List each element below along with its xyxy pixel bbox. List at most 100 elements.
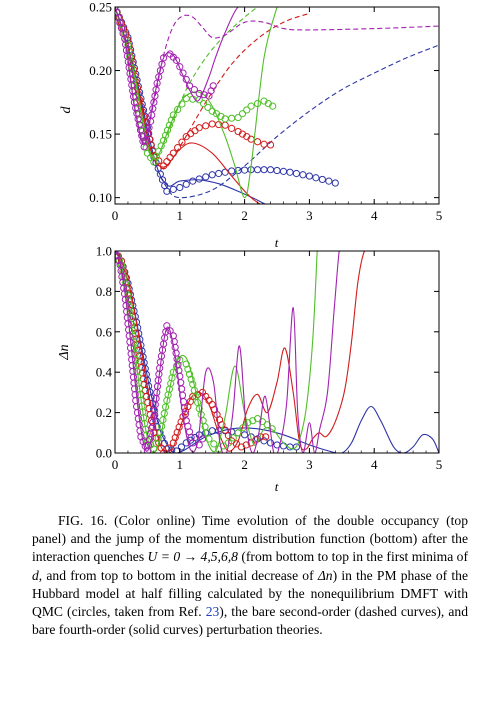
- bottom-qmc-point-6-0-1: [115, 252, 121, 260]
- top-qmc-point-3-6-2: [191, 127, 199, 135]
- caption-suffix: ), the bare second-order (dashed curves)…: [32, 604, 469, 638]
- top-qmc-point-3-9-0: [221, 121, 229, 129]
- bottom-x-tick-label-4: 4: [371, 457, 378, 472]
- top-qmc-point-0-7-1: [215, 169, 223, 178]
- top-dashed-curve-10: [115, 7, 439, 142]
- top-qmc-point-0-12-1: [312, 174, 320, 182]
- top-x-tick-label-1: 1: [177, 208, 184, 223]
- top-qmc-point-3-5-0: [169, 149, 177, 157]
- top-qmc-point-0-7-0: [208, 171, 216, 179]
- figure-16: 0 1 2 3 4 5 0.10 0.15 0.20 0.25 0 1 2 3 4 5 0.0 0.2 0.4 0.…: [57, 0, 443, 494]
- bottom-qmc-point-0-16-1: [292, 443, 301, 451]
- caption-math: U = 0 → 4,5,6,8: [147, 549, 238, 565]
- bottom-qmc-point-6-3-3: [128, 361, 136, 370]
- bottom-solid-curve-5: [115, 251, 318, 453]
- bottom-x-tick-label-2: 2: [241, 457, 248, 472]
- caption-mid2: , and from top to bottom in the initial …: [38, 567, 318, 583]
- bottom-qmc-point-4-11-1: [184, 365, 192, 373]
- top-qmc-point-0-11-1: [292, 169, 301, 178]
- top-y-tick-label-3: 0.25: [89, 0, 112, 15]
- bottom-qmc-point-6-9-1: [166, 327, 174, 335]
- top-y-axis-label: d: [59, 106, 74, 114]
- bottom-y-tick-label-0: 0.0: [96, 446, 112, 461]
- bottom-qmc-point-4-11-0: [182, 360, 190, 368]
- top-qmc-point-0-9-2: [260, 166, 268, 174]
- caption-reference-link[interactable]: 23: [205, 604, 220, 620]
- bottom-qmc-point-6-4-5: [136, 427, 144, 435]
- bottom-qmc-point-6-5-0: [137, 433, 145, 441]
- top-qmc-point-9-8-1: [176, 63, 184, 71]
- top-qmc-point-3-9-1: [228, 124, 236, 132]
- bottom-qmc-point-0-7-1: [177, 443, 186, 451]
- bottom-qmc-point-2-12-0: [218, 421, 226, 429]
- top-qmc-point-0-5-0: [176, 183, 184, 192]
- bottom-x-tick-label-1: 1: [177, 457, 184, 472]
- top-y-tick-label-0: 0.10: [89, 190, 112, 205]
- top-solid-curve-11: [115, 7, 252, 145]
- bottom-y-tick-label-3: 0.6: [96, 324, 113, 339]
- top-qmc-point-6-13-2: [269, 102, 277, 110]
- top-qmc-point-9-10-1: [190, 86, 198, 94]
- top-qmc-point-0-11-2: [299, 171, 307, 179]
- top-solid-curve-5: [115, 7, 261, 204]
- bottom-x-tick-label-5: 5: [436, 457, 443, 472]
- top-qmc-point-0-10-2: [279, 167, 288, 175]
- bottom-qmc-point-6-3-2: [128, 356, 136, 364]
- top-qmc-point-0-10-1: [273, 166, 281, 175]
- top-qmc-point-3-12-0: [260, 140, 268, 148]
- top-y-tick-label-1: 0.15: [89, 127, 112, 142]
- top-x-tick-label-0: 0: [112, 208, 119, 223]
- bottom-qmc-point-6-3-4: [129, 367, 137, 375]
- top-qmc-point-0-6-2: [202, 173, 210, 181]
- top-qmc-point-0-10-0: [266, 166, 275, 174]
- top-qmc-point-0-13-0: [325, 177, 333, 185]
- bottom-qmc-point-2-6-1: [164, 444, 173, 452]
- bottom-frame: [114, 250, 440, 454]
- bottom-qmc-point-4-14-1: [210, 440, 218, 448]
- top-qmc-point-3-7-1: [202, 122, 210, 130]
- top-qmc-point-0-11-0: [286, 168, 294, 176]
- top-qmc-point-6-12-0: [247, 102, 255, 110]
- bottom-qmc-point-6-2-7: [126, 338, 134, 346]
- top-qmc-point-0-13-1: [331, 179, 339, 187]
- top-x-tick-label-5: 5: [436, 208, 443, 223]
- bottom-qmc-point-2-14-0: [237, 443, 245, 451]
- bottom-y-axis-label: Δn: [57, 344, 72, 360]
- bottom-qmc-point-6-3-6: [130, 379, 138, 387]
- bottom-y-tick-label-4: 0.8: [96, 284, 112, 299]
- caption-var-d: d: [32, 567, 39, 583]
- bottom-qmc-point-6-3-0: [126, 344, 135, 352]
- top-x-tick-label-3: 3: [306, 208, 313, 223]
- top-qmc-point-6-11-1: [238, 110, 247, 118]
- bottom-qmc-point-0-14-1: [266, 439, 275, 447]
- top-qmc-point-6-11-0: [234, 113, 242, 122]
- top-series-group: [115, 7, 439, 204]
- top-qmc-point-3-11-1: [253, 138, 262, 146]
- top-qmc-point-6-7-0: [182, 94, 190, 103]
- bottom-x-tick-label-3: 3: [306, 457, 313, 472]
- bottom-qmc-point-4-11-2: [185, 370, 194, 378]
- bottom-qmc-point-4-16-1: [229, 434, 237, 442]
- bottom-qmc-point-6-2-6: [125, 332, 133, 340]
- top-qmc-point-6-8-1: [199, 99, 208, 108]
- top-qmc-point-0-6-1: [195, 175, 203, 183]
- top-qmc-point-9-0-1: [115, 8, 121, 16]
- top-qmc-point-9-3-2: [143, 130, 151, 138]
- bottom-qmc-point-2-16-1: [262, 433, 270, 441]
- caption-var-dn: Δn: [317, 567, 333, 583]
- figure-caption: FIG. 16. (Color online) Time evolution o…: [32, 512, 468, 639]
- bottom-qmc-point-6-14-1: [198, 435, 207, 443]
- bottom-qmc-point-6-3-1: [127, 350, 135, 358]
- bottom-qmc-point-4-18-1: [249, 417, 257, 425]
- bottom-solid-curve-7: [115, 251, 343, 453]
- bottom-qmc-point-0-15-1: [279, 442, 288, 450]
- top-qmc-point-0-6-0: [189, 177, 197, 185]
- top-x-axis-label: t: [275, 235, 279, 250]
- top-qmc-point-3-12-1: [266, 141, 275, 149]
- caption-mid3: ) in the PM phase of the Hubbard model a…: [32, 567, 468, 620]
- bottom-x-axis-label: t: [275, 479, 279, 494]
- bottom-y-tick-label-2: 0.4: [96, 365, 113, 380]
- top-qmc-point-9-8-0: [172, 56, 181, 64]
- top-qmc-point-9-3-1: [142, 136, 150, 145]
- bottom-y-tick-label-5: 1.0: [96, 244, 112, 259]
